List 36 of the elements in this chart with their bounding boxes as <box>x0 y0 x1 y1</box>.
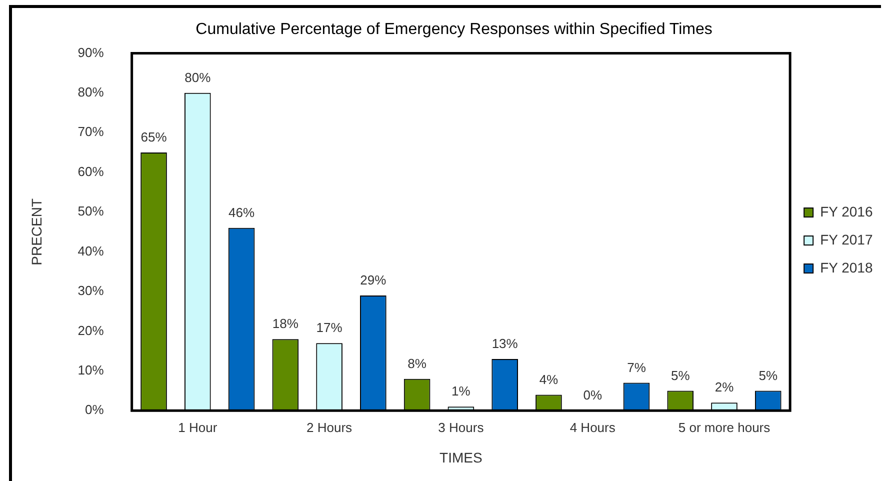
legend-label: FY 2018 <box>820 259 873 276</box>
x-tick-label: 3 Hours <box>438 420 484 435</box>
data-label: 17% <box>316 320 343 336</box>
y-tick-label: 80% <box>78 84 104 100</box>
data-label: 5% <box>670 368 690 383</box>
data-label: 13% <box>492 336 518 352</box>
y-tick-label: 90% <box>78 44 104 60</box>
data-label: 5% <box>758 368 778 383</box>
legend-label: FY 2017 <box>820 231 873 248</box>
data-label: 18% <box>272 316 299 332</box>
data-label: 7% <box>627 360 646 375</box>
y-tick-label: 60% <box>78 164 104 179</box>
x-axis-title: TIMES <box>440 449 482 466</box>
y-tick-label: 20% <box>78 322 104 338</box>
y-tick-label: 30% <box>78 283 104 298</box>
legend-label: FY 2016 <box>820 203 873 220</box>
data-label: 29% <box>360 272 387 288</box>
chart-title: Cumulative Percentage of Emergency Responses within Specified Times <box>196 21 712 38</box>
data-label: 0% <box>583 388 602 403</box>
y-tick-label: 0% <box>85 402 104 418</box>
x-tick-label: 5 or more hours <box>678 420 771 435</box>
y-tick-label: 50% <box>78 204 104 219</box>
y-tick-label: 10% <box>78 362 104 378</box>
x-tick-label: 4 Hours <box>570 420 616 435</box>
y-tick-label: 40% <box>78 243 104 258</box>
x-tick-label: 2 Hours <box>306 420 353 435</box>
data-label: 46% <box>228 205 255 220</box>
x-tick-label: 1 Hour <box>178 420 218 435</box>
y-tick-label: 70% <box>78 124 104 140</box>
data-label: 8% <box>408 356 427 371</box>
data-label: 4% <box>539 372 559 387</box>
y-axis-title: PRECENT <box>28 198 44 266</box>
data-label: 1% <box>452 384 471 399</box>
data-label: 65% <box>140 130 168 145</box>
data-label: 80% <box>184 70 212 85</box>
data-label: 2% <box>714 380 734 395</box>
